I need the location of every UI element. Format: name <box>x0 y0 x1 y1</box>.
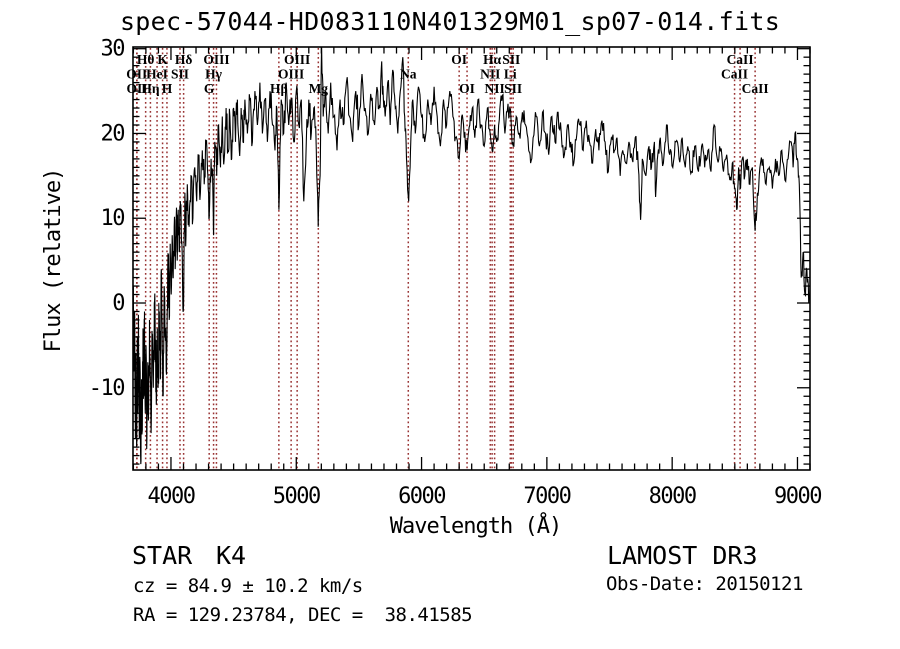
x-axis-tick-label: 8000 <box>649 484 696 509</box>
survey-label: LAMOST DR3 <box>607 541 758 570</box>
spectral-line-label: H <box>162 81 173 96</box>
spectral-line-label: OII <box>127 81 148 96</box>
x-axis-tick-label: 6000 <box>398 484 445 509</box>
spectral-line-label: Hα <box>483 52 502 67</box>
ra-dec-value: RA = 129.23784, DEC = 38.41585 <box>133 604 473 626</box>
spectral-line-label: Na <box>400 67 417 82</box>
spectral-line-label: CaII <box>721 67 748 82</box>
spectral-line-label: SII <box>502 52 520 67</box>
x-axis-tick-label: 9000 <box>774 484 821 509</box>
y-axis-title: Flux (relative) <box>41 169 66 353</box>
x-axis-title: Wavelength (Å) <box>390 512 561 539</box>
spectral-line-label: G <box>204 81 215 96</box>
spectral-line-label: OIII <box>278 67 304 82</box>
x-axis-tick-label: 5000 <box>273 484 320 509</box>
class-label: STAR <box>132 541 193 570</box>
obs-date: Obs-Date: 20150121 <box>606 573 803 595</box>
spectral-line-label: NII <box>484 81 504 96</box>
subclass-label: K4 <box>216 541 247 570</box>
spectral-line-label: Hη <box>141 81 160 96</box>
spectral-line-label: Hγ <box>205 67 223 82</box>
spectral-line-label: K <box>157 52 168 67</box>
spectral-line-label: OI <box>451 52 467 67</box>
spectral-line-label: NII <box>480 67 500 82</box>
spectral-line-label: OII <box>126 67 147 82</box>
x-axis-tick-label: 4000 <box>147 484 194 509</box>
x-axis-tick-label: 7000 <box>523 484 570 509</box>
spectral-line-label: CaII <box>727 52 754 67</box>
spectral-line-label: SII <box>171 67 189 82</box>
spectrum-trace <box>133 47 810 465</box>
y-axis-tick-label: 0 <box>112 291 124 316</box>
y-axis-tick-label: 10 <box>101 206 125 231</box>
spectral-line-label: Hδ <box>175 52 193 67</box>
spectral-line-label: OI <box>459 81 475 96</box>
cz-value: cz = 84.9 ± 10.2 km/s <box>133 575 363 597</box>
y-axis-tick-label: 20 <box>101 121 125 146</box>
spectral-line-label: Li <box>504 67 517 82</box>
spectral-line-label: Hβ <box>270 81 288 96</box>
spectral-line-label: Hθ <box>137 52 155 67</box>
plot-title: spec-57044-HD083110N401329M01_sp07-014.f… <box>119 7 781 36</box>
spectral-line-label: SII <box>504 81 522 96</box>
spectral-line-label: HeI <box>146 67 168 82</box>
y-axis-tick-label: 30 <box>101 37 125 62</box>
y-axis-tick-label: -10 <box>89 376 124 401</box>
plot-frame <box>132 46 811 471</box>
spectral-line-label: OIII <box>203 52 229 67</box>
spectral-line-label: OIII <box>284 52 310 67</box>
spectral-line-label: CaII <box>742 81 769 96</box>
